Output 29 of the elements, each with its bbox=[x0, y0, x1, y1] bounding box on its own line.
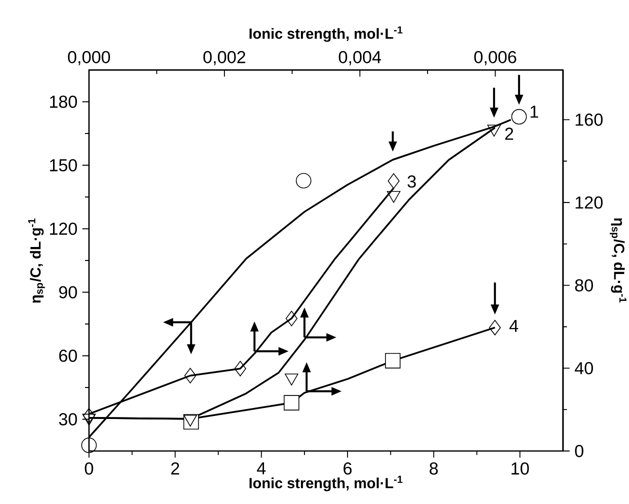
x2-axis-title: Ionic strength, mol·L$^{-1}$ bbox=[250, 26, 402, 42]
y-tick-label: 180 bbox=[50, 96, 77, 108]
x2-tick-label: 0,004 bbox=[338, 50, 382, 66]
x2-tick-label: 0,006 bbox=[474, 50, 516, 66]
y2-tick-label: 120 bbox=[576, 196, 603, 209]
y2-tick-label: 40 bbox=[574, 362, 593, 374]
x2-tick-label: 0,002 bbox=[203, 50, 246, 66]
y-tick-label: 30 bbox=[59, 413, 77, 426]
annotation: 3 bbox=[408, 175, 416, 188]
x-tick-label: 10 bbox=[512, 462, 529, 475]
y2-tick-label: 160 bbox=[576, 114, 603, 126]
y2-tick-label: 80 bbox=[575, 279, 593, 292]
y-tick-label: 90 bbox=[59, 286, 77, 298]
x-tick-label: 4 bbox=[256, 462, 266, 474]
annotation: 1 bbox=[530, 106, 538, 118]
y2-axis-title: η$_{sp}$/C, dL·g$^{-1}$ bbox=[610, 218, 626, 303]
y-tick-label: 120 bbox=[50, 222, 77, 235]
y-tick-label: 60 bbox=[59, 350, 77, 362]
y-axis-title: η$_{sp}$/C, dL·g$^{-1}$ bbox=[28, 218, 45, 303]
x-tick-label: 6 bbox=[344, 462, 352, 475]
x2-tick-label: 0,000 bbox=[68, 50, 110, 66]
y2-tick-label: 0 bbox=[575, 444, 584, 458]
x-tick-label: 8 bbox=[430, 462, 438, 475]
x-tick-label: 2 bbox=[171, 462, 180, 474]
y-tick-label: 150 bbox=[50, 159, 77, 172]
annotation: 2 bbox=[505, 128, 514, 140]
x-tick-label: 0 bbox=[84, 462, 94, 475]
annotation: 4 bbox=[509, 320, 518, 332]
x-axis-title: Ionic strength, mol·L$^{-1}$ bbox=[250, 476, 402, 492]
